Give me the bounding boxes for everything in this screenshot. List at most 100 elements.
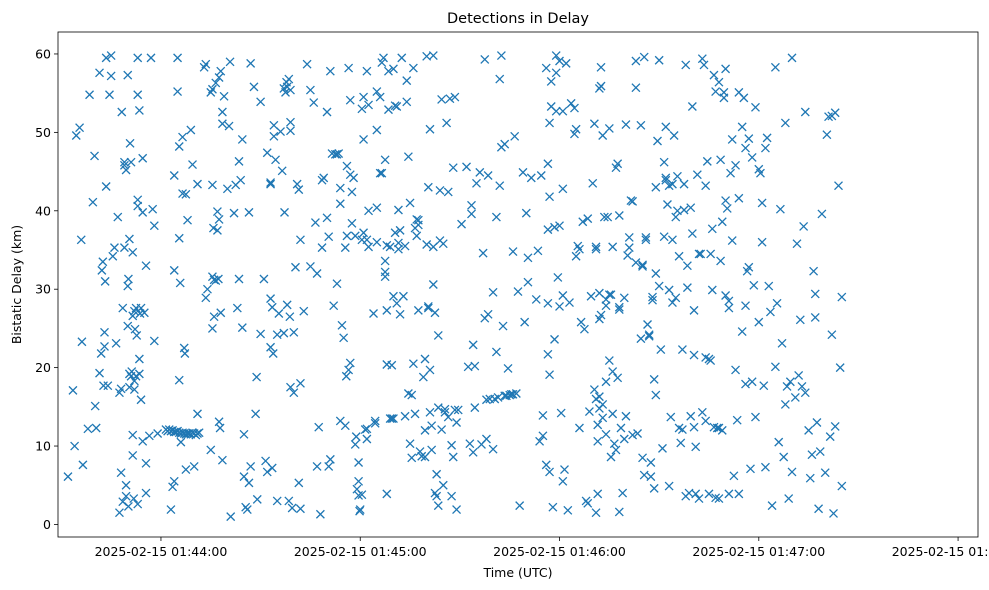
data-point [201,293,211,303]
data-point [217,119,227,129]
data-point [111,338,121,348]
data-point [437,425,447,435]
data-point [495,74,505,84]
data-point [133,195,143,205]
data-point [757,198,767,208]
data-point [280,207,289,217]
data-point [377,58,387,68]
data-point [390,228,400,238]
data-point [237,134,247,144]
data-point [225,57,235,67]
x-axis-title: Time (UTC) [482,565,552,580]
y-tick-label: 30 [35,282,51,297]
data-point [631,56,641,66]
data-point [169,171,179,180]
data-point [651,182,661,192]
data-point [357,104,367,114]
data-point [584,407,594,416]
data-point [433,501,443,511]
data-point [510,131,520,141]
data-point [465,439,475,449]
data-point [123,501,133,511]
data-point [286,126,295,136]
data-point [774,437,784,447]
data-point [269,131,279,141]
data-point [322,107,332,117]
data-point [515,501,525,511]
data-point [388,414,398,424]
data-point [420,452,430,462]
data-point [535,436,545,446]
data-point [388,291,398,301]
data-point [764,281,774,291]
data-point [146,53,156,63]
data-point [601,377,611,387]
data-point [181,189,191,199]
data-point [100,327,109,337]
data-point [677,345,687,355]
data-point [543,298,553,308]
data-point [153,429,163,438]
data-point [579,324,589,334]
data-point [799,222,809,231]
data-point [266,179,276,189]
data-point [679,205,689,215]
data-point [334,149,344,159]
data-point [498,321,508,331]
data-point [284,496,294,506]
data-point [393,238,403,248]
data-point [362,66,372,76]
data-point [123,281,133,291]
data-point [405,198,415,208]
data-point [174,142,184,151]
data-point [822,130,832,140]
data-point [382,305,392,315]
data-point [721,196,731,206]
data-point [583,498,593,508]
data-point [503,363,513,373]
data-point [677,425,687,435]
data-point [613,373,623,383]
data-point [729,471,739,481]
data-point [681,60,691,70]
data-point [166,505,176,515]
data-point [413,305,423,315]
data-point [682,283,692,293]
data-point [830,108,840,118]
data-point [339,333,349,343]
data-point [324,461,334,471]
data-point [561,58,571,68]
data-point [63,472,73,482]
data-point [570,103,579,113]
data-point [606,290,616,300]
data-point [268,349,278,358]
data-point [359,228,369,238]
data-point [631,83,641,93]
data-point [586,291,596,301]
data-point [438,239,448,249]
data-point [608,367,618,377]
data-point [144,431,154,441]
data-point [470,403,480,413]
data-point [706,249,716,259]
data-point [661,122,671,132]
data-point [400,411,410,421]
data-point [215,423,225,433]
data-point [719,93,729,103]
data-point [545,370,555,380]
data-point [447,491,457,501]
data-point [667,235,677,245]
data-point [481,395,491,405]
x-tick-label: 2025-02-15 01:48:00 [892,544,989,559]
data-point [249,82,259,92]
data-point [732,415,742,425]
data-point [95,68,104,78]
data-point [222,184,232,194]
data-point [591,242,601,252]
data-point [749,280,759,290]
data-point [397,53,407,63]
data-point [604,290,614,300]
data-point [342,161,352,171]
data-point [714,77,724,87]
